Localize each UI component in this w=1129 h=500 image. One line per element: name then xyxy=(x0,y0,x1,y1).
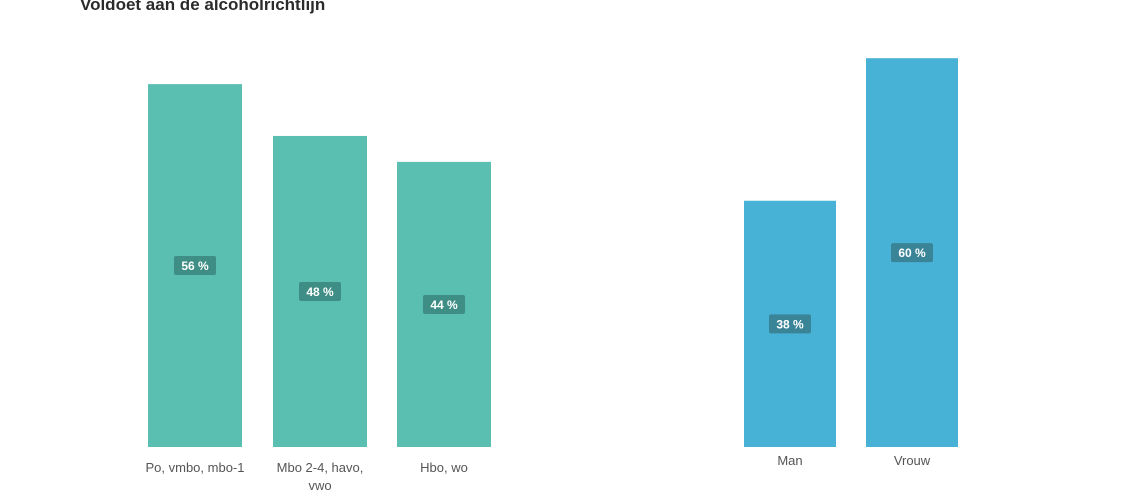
data-label: 48 % xyxy=(306,285,334,299)
category-label: Mbo 2-4, havo, vwo xyxy=(276,460,364,493)
category-label: Po, vmbo, mbo-1 xyxy=(145,460,245,475)
data-label-badge xyxy=(299,281,341,301)
data-label-badge xyxy=(423,294,465,314)
data-label-badge xyxy=(891,243,933,263)
category-label: Hbo, wo xyxy=(420,460,468,475)
data-label-badge xyxy=(769,314,811,334)
data-label: 44 % xyxy=(430,298,458,312)
data-label: 38 % xyxy=(776,317,804,331)
category-label: Vrouw xyxy=(893,453,931,468)
data-label-badge xyxy=(174,256,216,276)
data-label: 56 % xyxy=(181,259,209,273)
data-label: 60 % xyxy=(898,246,926,260)
category-label: Man xyxy=(777,453,803,468)
chart-title: Voldoet aan de alcoholrichtlijn xyxy=(80,0,326,14)
